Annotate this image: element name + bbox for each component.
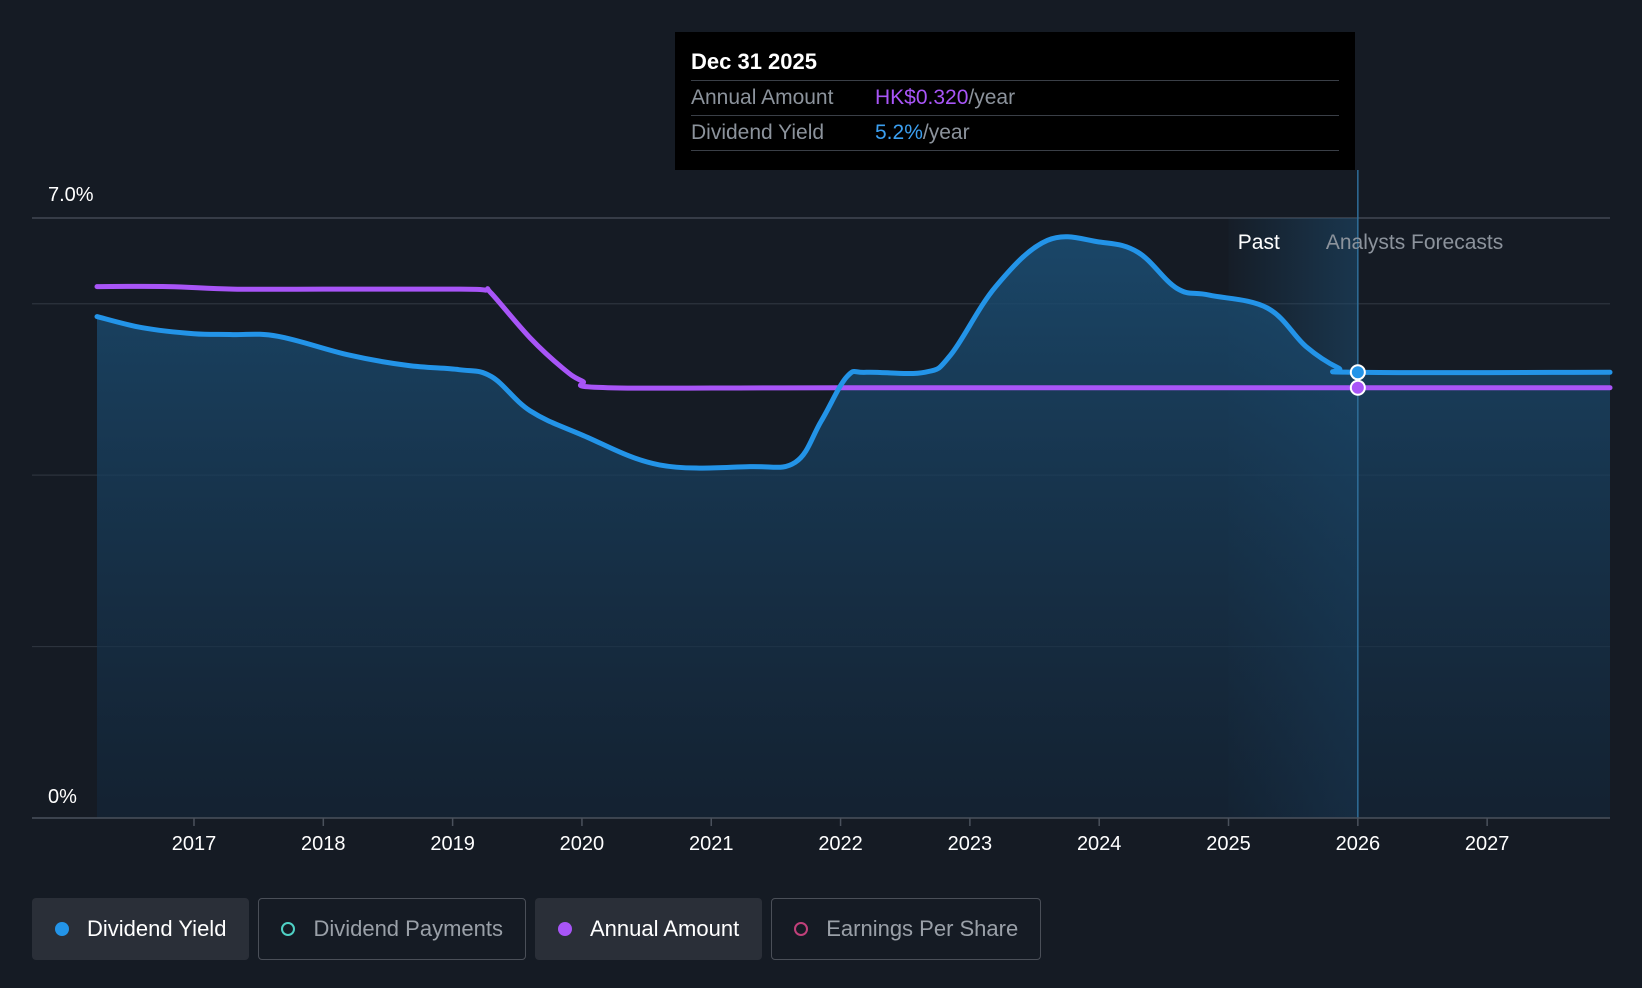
x-tick-label: 2019 bbox=[430, 833, 475, 855]
tooltip-annual-amount-label: Annual Amount bbox=[691, 86, 834, 109]
tooltip-dividend-yield-unit: /year bbox=[922, 121, 970, 144]
legend-earnings-per-share[interactable]: Earnings Per Share bbox=[771, 898, 1042, 960]
x-axis: 2017 2018 2019 2020 2021 2022 2023 2024 2025 2026… bbox=[32, 817, 1610, 855]
x-tick-label: 2023 bbox=[948, 833, 993, 855]
x-tick-label: 2022 bbox=[818, 833, 863, 855]
tooltip-dividend-yield-value: 5.2% bbox=[875, 121, 923, 144]
annual-amount-point[interactable] bbox=[1349, 379, 1366, 396]
dividend-yield-point[interactable] bbox=[1349, 364, 1366, 381]
chart-tooltip: Dec 31 2025 Annual Amount HK$0.320 /year… bbox=[675, 32, 1355, 170]
tooltip-dividend-yield-label: Dividend Yield bbox=[691, 121, 825, 144]
legend-dividend-yield-label: Dividend Yield bbox=[87, 916, 227, 941]
x-tick-label: 2025 bbox=[1206, 833, 1251, 855]
x-tick-label: 2024 bbox=[1077, 833, 1122, 855]
tooltip-date: Dec 31 2025 bbox=[691, 44, 1339, 81]
dividend-payments-ring-icon bbox=[281, 922, 296, 936]
earnings-per-share-ring-icon bbox=[794, 922, 809, 936]
legend-annual-amount[interactable]: Annual Amount bbox=[534, 898, 763, 960]
x-tick-label: 2020 bbox=[560, 833, 605, 855]
x-tick-label: 2027 bbox=[1465, 833, 1510, 855]
analysts-forecasts-label: Analysts Forecasts bbox=[1326, 231, 1503, 254]
legend-dividend-payments-label: Dividend Payments bbox=[313, 916, 503, 941]
x-tick-label: 2017 bbox=[172, 833, 217, 855]
y-tick-label: 0% bbox=[48, 786, 77, 808]
legend-dividend-yield[interactable]: Dividend Yield bbox=[32, 898, 250, 960]
x-tick-label: 2026 bbox=[1336, 833, 1381, 855]
chart-legend: Dividend Yield Dividend Payments Annual … bbox=[32, 898, 1042, 960]
annual-amount-line bbox=[94, 283, 1613, 391]
dividend-yield-dot-icon bbox=[55, 922, 69, 936]
y-tick-label: 7.0% bbox=[48, 184, 94, 206]
dividend-yield-area bbox=[97, 236, 1610, 818]
dividend-yield-line bbox=[94, 234, 1613, 471]
tooltip-annual-amount-unit: /year bbox=[968, 86, 1016, 109]
y-axis: 7.0% 0% bbox=[48, 184, 94, 808]
x-tick-label: 2021 bbox=[689, 833, 734, 855]
legend-earnings-per-share-label: Earnings Per Share bbox=[826, 916, 1019, 941]
x-tick-label: 2018 bbox=[301, 833, 346, 855]
legend-dividend-payments[interactable]: Dividend Payments bbox=[258, 898, 526, 960]
tooltip-dividend-yield-row: Dividend Yield 5.2% /year bbox=[691, 116, 1339, 151]
tooltip-annual-amount-row: Annual Amount HK$0.320 /year bbox=[691, 81, 1339, 116]
legend-annual-amount-label: Annual Amount bbox=[589, 916, 740, 941]
past-label: Past bbox=[1238, 231, 1280, 254]
annual-amount-dot-icon bbox=[557, 922, 572, 936]
tooltip-annual-amount-value: HK$0.320 bbox=[875, 86, 969, 109]
